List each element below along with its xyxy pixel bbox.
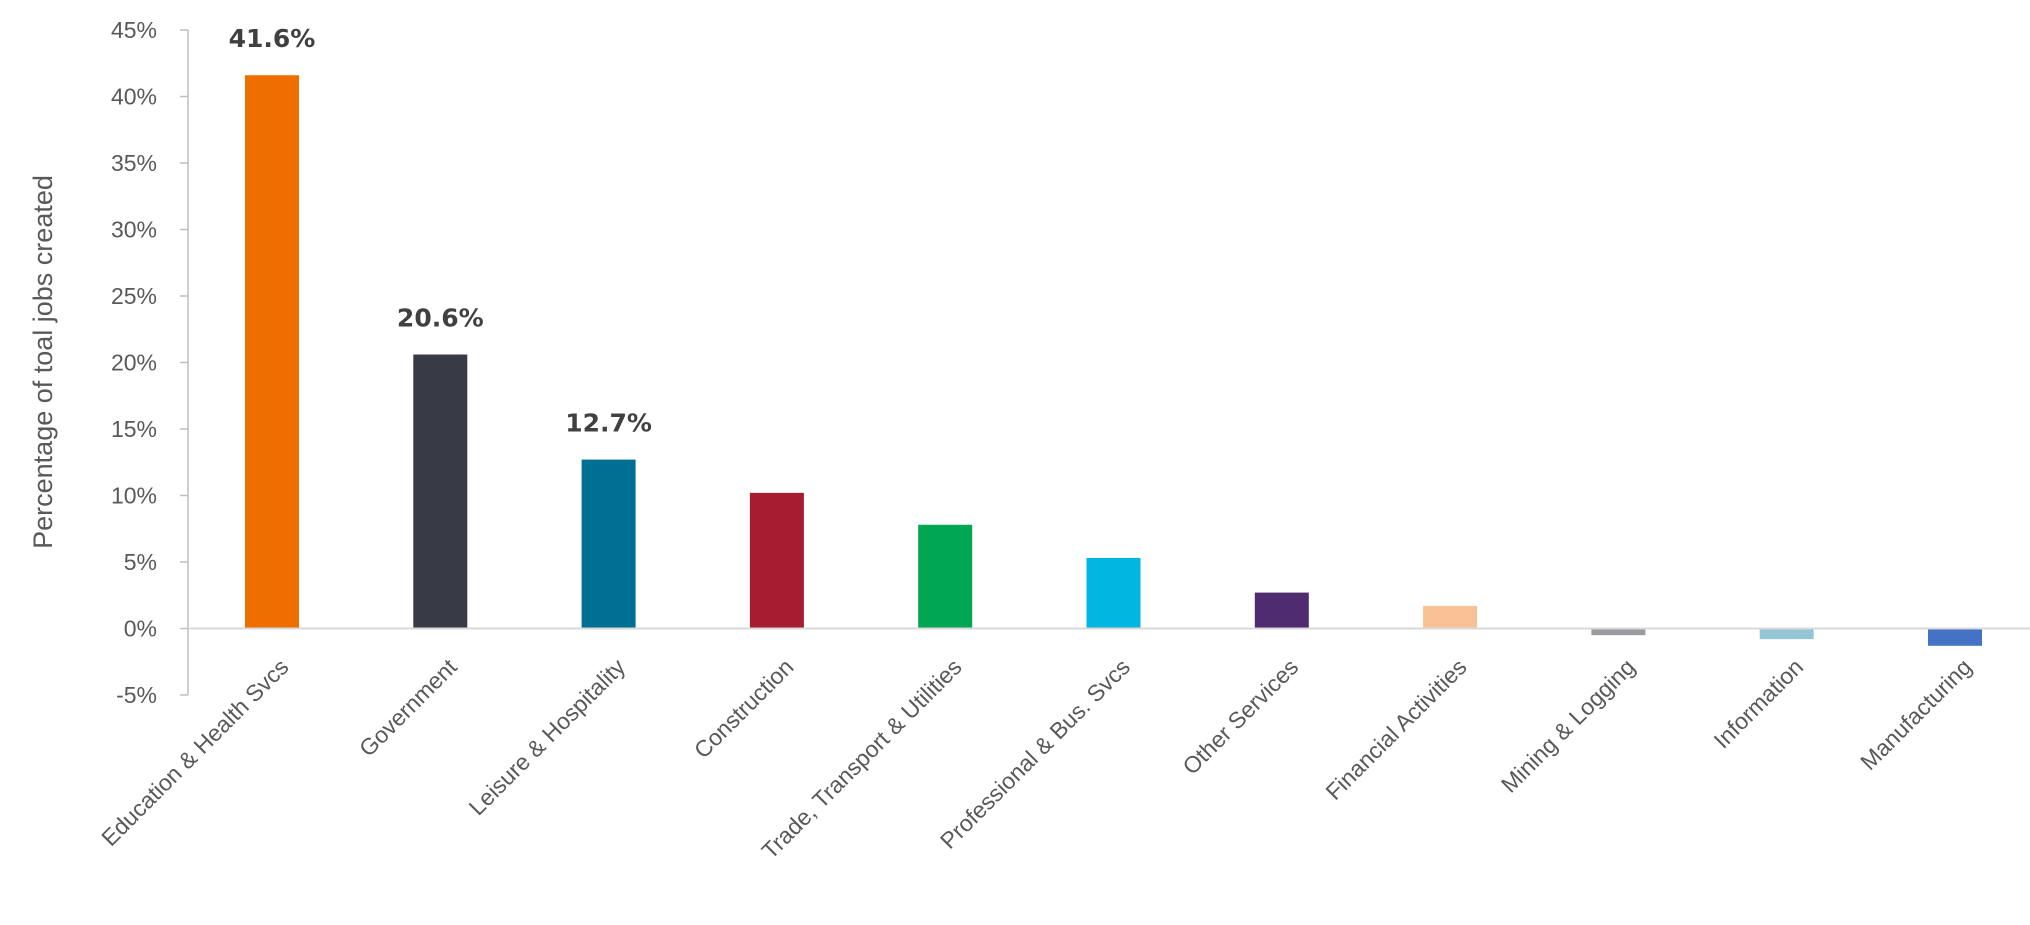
x-category-label: Other Services <box>1177 654 1303 780</box>
bar <box>1086 558 1141 629</box>
y-tick-label: 35% <box>111 150 157 176</box>
bar <box>1254 592 1309 629</box>
x-category-label: Financial Activities <box>1320 654 1471 805</box>
y-tick-label: 30% <box>111 217 157 243</box>
x-category-label: Information <box>1708 654 1808 754</box>
data-label: 12.7% <box>565 409 652 438</box>
y-tick-label: 15% <box>111 416 157 442</box>
bar <box>413 354 468 629</box>
x-axis: Education & Health Svcs Government Leisure… <box>96 627 2030 864</box>
x-category-label: Construction <box>689 654 799 764</box>
y-axis: -5% 0% 5% 10% 15% 20% 25% 30% 35% 40% 45% <box>111 17 189 708</box>
x-category-label: Mining & Logging <box>1496 654 1640 798</box>
x-category-label: Government <box>354 653 462 761</box>
bar <box>245 75 299 629</box>
y-tick-label: 5% <box>124 549 157 575</box>
bar <box>581 459 636 629</box>
bar <box>1928 628 1982 646</box>
y-tick-label: 45% <box>111 17 157 43</box>
y-tick-label: 40% <box>111 84 157 110</box>
y-axis-title: Percentage of toal jobs created <box>28 175 58 549</box>
bar <box>918 524 973 629</box>
x-category-label: Professional & Bus. Svcs <box>935 654 1135 854</box>
y-tick-label: 10% <box>111 483 157 509</box>
bars: 41.6% 20.6% 12.7% <box>229 24 1982 646</box>
y-tick-label: 0% <box>124 616 157 642</box>
bar <box>1759 628 1814 640</box>
data-label: 41.6% <box>229 24 316 53</box>
y-tick-label: 20% <box>111 350 157 376</box>
x-category-label: Trade, Transport & Utilities <box>756 654 966 864</box>
x-category-label: Manufacturing <box>1855 654 1976 775</box>
x-category-label: Leisure & Hospitality <box>464 653 631 820</box>
y-tick-label: -5% <box>116 682 157 708</box>
data-label: 20.6% <box>397 304 484 333</box>
bar <box>1423 605 1478 629</box>
bar <box>1591 628 1646 636</box>
bar <box>749 492 804 629</box>
y-tick-label: 25% <box>111 283 157 309</box>
